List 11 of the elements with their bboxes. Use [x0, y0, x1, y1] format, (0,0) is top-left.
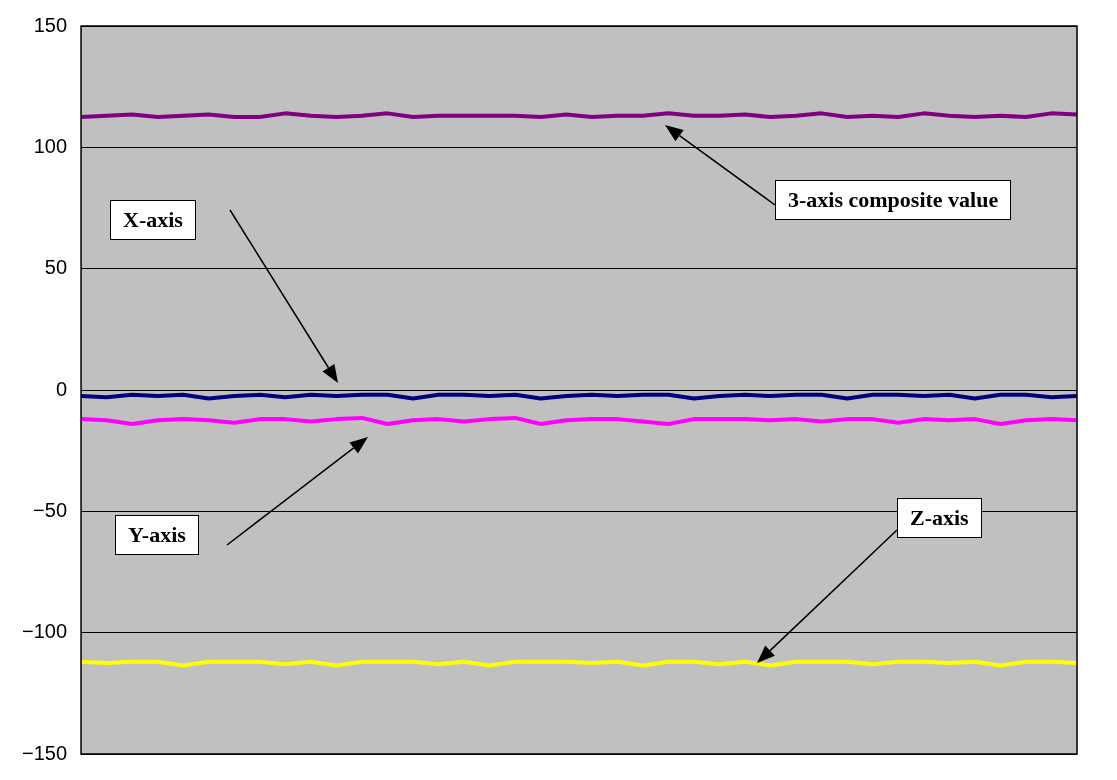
- annotation: 3-axis composite value: [775, 180, 1012, 220]
- y-tick-label: −150: [21, 741, 68, 764]
- y-tick-label: 50: [44, 256, 68, 279]
- annotation: Z-axis: [897, 498, 982, 538]
- y-tick-label: 150: [33, 13, 68, 36]
- y-tick-label: −100: [21, 620, 68, 643]
- y-tick-label: 100: [33, 134, 68, 157]
- annotation: Y-axis: [115, 515, 199, 555]
- annotation: X-axis: [110, 200, 196, 240]
- y-tick-label: −50: [33, 498, 68, 521]
- y-tick-label: 0: [55, 377, 68, 400]
